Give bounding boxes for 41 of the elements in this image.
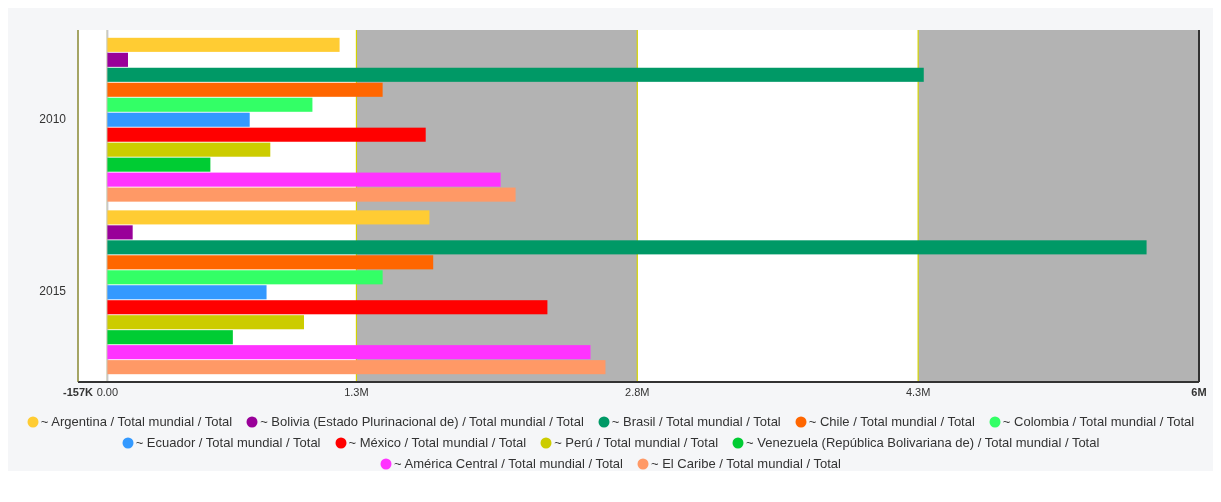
bar <box>107 127 426 142</box>
x-tick-label: 4.3M <box>905 386 931 398</box>
x-tick-label: 1.3M <box>344 386 369 398</box>
bar <box>107 172 501 187</box>
bar <box>107 112 250 127</box>
bar <box>107 345 591 360</box>
bar <box>107 82 383 97</box>
legend-label: ~ Venezuela (República Bolivariana de) / Total mundial / Total <box>745 435 1100 450</box>
y-tick-label: 2015 <box>39 284 67 299</box>
x-tick-label: 0.00 <box>96 386 119 398</box>
bar <box>107 157 211 172</box>
bar <box>107 225 133 240</box>
bar <box>107 255 434 270</box>
bar <box>107 315 304 330</box>
legend-label: ~ Perú / Total mundial / Total <box>553 435 719 450</box>
bar <box>107 210 430 225</box>
bar <box>107 240 1147 255</box>
bar <box>107 142 271 157</box>
bar <box>107 187 516 202</box>
legend-label: ~ América Central / Total mundial / Total <box>393 456 623 471</box>
legend-label: ~ Bolivia (Estado Plurinacional de) / Total mundial / Total <box>259 414 584 429</box>
bar <box>107 97 313 112</box>
bar <box>107 270 383 285</box>
bar <box>107 37 340 52</box>
legend-label: ~ México / Total mundial / Total <box>347 435 527 450</box>
legend-label: ~ Colombia / Total mundial / Total <box>1001 414 1195 429</box>
legend-label: ~ Argentina / Total mundial / Total <box>39 414 233 429</box>
legend-label: ~ Brasil / Total mundial / Total <box>610 414 781 429</box>
x-tick-label: 2.8M <box>625 386 650 398</box>
x-tick-label: -157K <box>63 386 94 398</box>
bar <box>107 285 267 300</box>
bar <box>107 52 128 67</box>
x-tick-label: 6M <box>1191 386 1207 398</box>
bar <box>107 67 924 82</box>
bar <box>107 330 233 345</box>
y-tick-label: 2010 <box>39 111 67 126</box>
legend-label: ~ Ecuador / Total mundial / Total <box>134 435 321 450</box>
legend-label: ~ Chile / Total mundial / Total <box>807 414 975 429</box>
bar <box>107 360 606 375</box>
bar <box>107 300 548 315</box>
legend-label: ~ El Caribe / Total mundial / Total <box>650 456 841 471</box>
